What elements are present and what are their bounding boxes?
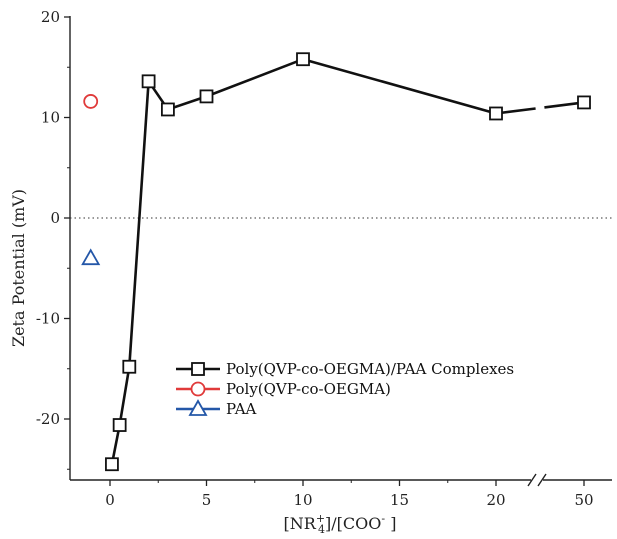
data-point — [296, 52, 310, 67]
data-point — [160, 102, 175, 117]
data-markers — [81, 52, 591, 472]
data-point — [489, 106, 503, 121]
x-tick-label: 10 — [293, 491, 312, 509]
series-lines — [110, 57, 585, 465]
x-tick-label: 5 — [202, 491, 212, 509]
x-axis-title: [NR+ 4]/[COO- ] — [284, 512, 397, 536]
legend-marker — [190, 381, 206, 397]
axis-break-mark — [527, 473, 537, 487]
legend-label: Poly(QVP-co-OEGMA) — [226, 380, 391, 398]
legend-marker — [191, 362, 205, 376]
legend-marker — [188, 399, 208, 416]
legend-label: PAA — [226, 400, 257, 418]
data-point — [112, 418, 127, 432]
y-tick-label: -20 — [36, 410, 60, 428]
data-point — [577, 95, 591, 110]
data-point — [83, 94, 99, 109]
legend-label: Poly(QVP-co-OEGMA)/PAA Complexes — [226, 360, 514, 378]
y-tick-label: 20 — [41, 8, 60, 26]
x-tick-label: 15 — [390, 491, 409, 509]
axes: -20 -10 0 10 20 0 5 10 15 20 50 — [36, 8, 612, 509]
y-tick-label: -10 — [36, 310, 60, 328]
x-tick-label: 50 — [574, 491, 593, 509]
data-point — [199, 89, 214, 104]
data-point — [141, 74, 156, 89]
y-tick-label: 10 — [41, 109, 60, 127]
data-point — [81, 248, 101, 266]
data-point — [122, 359, 137, 374]
y-tick-label: 0 — [50, 209, 60, 227]
axis-break-mark — [537, 473, 547, 487]
legend: Poly(QVP-co-OEGMA)/PAA Complexes Poly(QVP… — [176, 360, 514, 418]
x-tick-label: 0 — [105, 491, 115, 509]
data-point — [105, 457, 119, 472]
x-tick-label: 20 — [486, 491, 505, 509]
series-line-complexes — [110, 57, 497, 465]
y-axis-title: Zeta Potential (mV) — [9, 189, 28, 347]
